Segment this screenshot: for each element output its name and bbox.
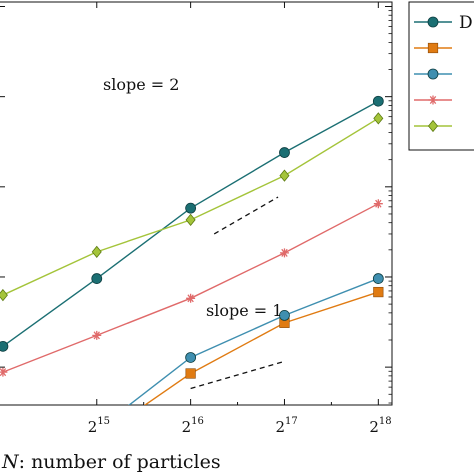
x-axis-title: N: number of particles: [1, 451, 221, 473]
x-axis-title-text: : number of particles: [19, 451, 221, 473]
legend-label: D: [459, 13, 473, 33]
series-4: [0, 199, 383, 377]
data-point: [185, 352, 197, 363]
plot-frame: [0, 1, 393, 406]
x-tick-exponent: 16: [191, 416, 204, 427]
x-tick-exponent: 18: [379, 416, 392, 427]
x-tick-label: 215: [88, 416, 110, 436]
slope-1-guide: [190, 360, 285, 390]
data-point: [92, 330, 102, 340]
data-point: [0, 340, 9, 352]
legend-marker: [427, 16, 439, 28]
data-point: [279, 248, 289, 258]
annotation-slope-2: slope = 2: [103, 75, 179, 94]
data-point: [279, 147, 290, 158]
data-point: [372, 273, 384, 284]
x-axis-title-variable: N: [1, 451, 20, 473]
data-point: [91, 245, 102, 258]
legend-marker: [427, 68, 439, 80]
slope-2-guide: [213, 196, 279, 235]
series-3: [128, 273, 384, 405]
x-tick-label: 218: [369, 416, 391, 436]
annotation-slope-1: slope = 1: [206, 301, 282, 320]
x-tick-base: 2: [369, 418, 379, 436]
legend-marker: [428, 95, 438, 105]
data-point: [185, 213, 196, 226]
x-tick-label: 217: [275, 416, 297, 436]
x-tick-exponent: 15: [97, 416, 110, 427]
legend-marker: [427, 119, 439, 133]
data-point: [279, 169, 290, 182]
data-point: [91, 273, 103, 284]
series-line: [2, 203, 379, 373]
data-point: [373, 199, 383, 209]
x-tick-label: 216: [182, 416, 204, 436]
x-tick-exponent: 17: [285, 416, 298, 427]
data-point: [0, 367, 8, 377]
data-point: [373, 286, 384, 298]
data-point: [372, 95, 384, 107]
x-tick-base: 2: [275, 418, 285, 436]
data-point: [186, 293, 196, 303]
x-tick-base: 2: [88, 418, 98, 436]
data-point: [373, 112, 384, 125]
data-point: [185, 202, 197, 214]
data-point: [279, 309, 290, 321]
data-point: [0, 288, 8, 302]
series-5: [0, 112, 384, 302]
data-point: [185, 368, 196, 379]
series-line: [143, 291, 379, 405]
legend-marker: [427, 42, 439, 54]
series-1: [0, 95, 384, 352]
series-2: [143, 286, 384, 405]
x-tick-base: 2: [182, 418, 192, 436]
